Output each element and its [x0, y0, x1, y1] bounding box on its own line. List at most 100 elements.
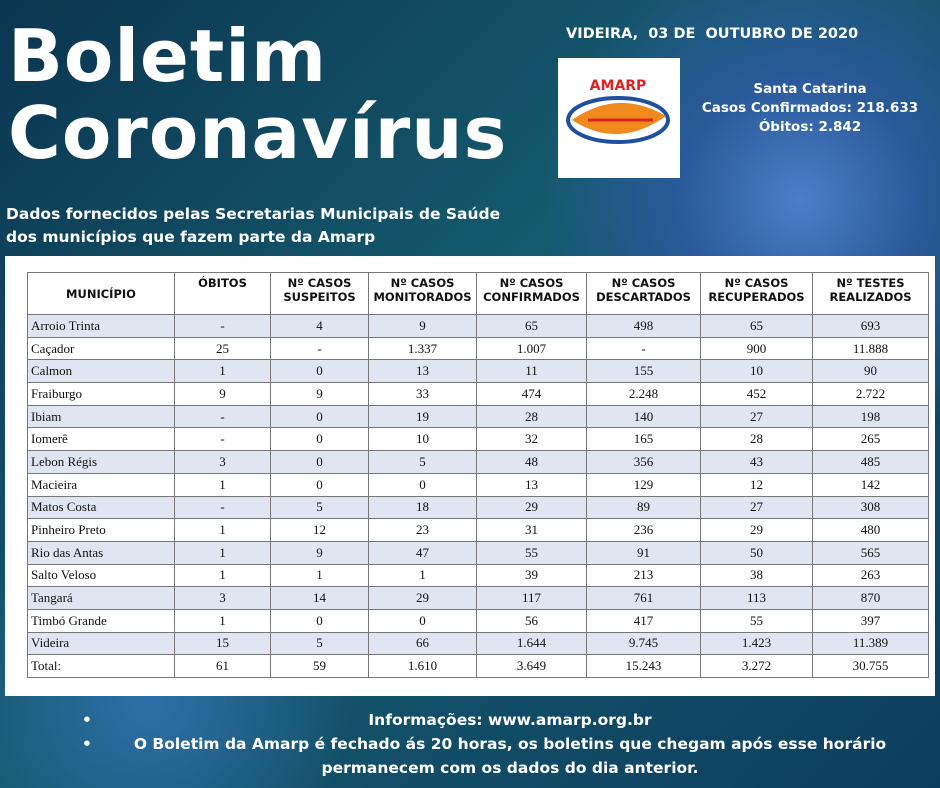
cell: 1 — [270, 563, 369, 588]
cell: 1.337 — [368, 336, 477, 361]
cell: 31 — [476, 518, 587, 542]
column-header: Nº CASOS DESCARTADOS — [586, 272, 701, 315]
column-header: ÓBITOS — [174, 272, 271, 315]
cell: 113 — [700, 586, 813, 610]
cell: 0 — [270, 404, 369, 429]
cell: 3.649 — [476, 654, 587, 678]
cell: 1 — [174, 359, 271, 384]
title-line: Boletim — [8, 14, 327, 98]
cell: 23 — [368, 518, 477, 542]
bullet: • — [82, 711, 92, 729]
cell: 1 — [368, 563, 477, 588]
table-row: Fraiburgo 9 9 33 474 2.248 452 2.722 — [27, 382, 929, 406]
cell: 15 — [174, 631, 271, 656]
cell: 59 — [270, 654, 369, 678]
cell: 165 — [586, 427, 701, 452]
table-row: Iomerê -0 10 32 165 28 265 — [27, 427, 929, 452]
table-row: Caçador 25-1.337 1.007-900 11.888 — [27, 336, 929, 361]
cell: - — [174, 495, 271, 520]
cell: Pinheiro Preto — [27, 518, 175, 542]
date: VIDEIRA, 03 DE OUTUBRO DE 2020 — [566, 26, 859, 42]
cell: 1 — [174, 608, 271, 633]
cell: Macieira — [27, 472, 175, 497]
column-header: Nº CASOS SUSPEITOS — [270, 272, 369, 315]
cell: 0 — [270, 608, 369, 633]
cell: 1 — [174, 472, 271, 497]
cell: 47 — [368, 540, 477, 565]
column-header: Nº CASOS CONFIRMADOS — [476, 272, 587, 315]
cell: 2.248 — [586, 382, 701, 406]
subtitle-line: Dados fornecidos pelas Secretarias Munic… — [6, 205, 501, 223]
cell: 55 — [700, 608, 813, 633]
table: MUNICÍPIO ÓBITOS Nº CASOS SUSPEITOS Nº CASOS… — [27, 272, 929, 678]
cell: 308 — [812, 495, 929, 520]
cell: 213 — [586, 563, 701, 588]
cell: 117 — [476, 586, 587, 610]
cell: 565 — [812, 540, 929, 565]
table-row: Videira 15 5 66 1.644 9.745 1.423 11.389 — [27, 631, 929, 656]
cell: 417 — [586, 608, 701, 633]
header-line: RECUPERADOS — [708, 290, 805, 304]
cell: Fraiburgo — [27, 382, 175, 406]
table-panel: MUNICÍPIO ÓBITOS Nº CASOS SUSPEITOS Nº CASOS… — [5, 256, 935, 696]
header-row: MUNICÍPIO ÓBITOS Nº CASOS SUSPEITOS Nº CASOS… — [27, 272, 929, 315]
cell: 0 — [368, 472, 477, 497]
cell: 263 — [812, 563, 929, 588]
cell: 2.722 — [812, 382, 929, 406]
title-line: Coronavírus — [8, 91, 508, 175]
cell: 5 — [368, 450, 477, 474]
cell: 9.745 — [586, 631, 701, 656]
column-header: Nº CASOS RECUPERADOS — [700, 272, 813, 315]
cell: 397 — [812, 608, 929, 633]
footer-text: O Boletim da Amarp é fechado ás 20 horas… — [133, 735, 887, 777]
cell: 693 — [812, 314, 929, 338]
cell: 11 — [476, 359, 587, 384]
footer: • Informações: www.amarp.org.br • O Boletim… — [0, 708, 940, 780]
cell: 27 — [700, 404, 813, 429]
table-row: Calmon 1 0 13 11 155 10 90 — [27, 359, 929, 384]
cell: 9 — [270, 382, 369, 406]
header-line: MUNICÍPIO — [66, 286, 136, 301]
cell: 9 — [270, 540, 369, 565]
table-row: Ibiam -0 19 28 140 27 198 — [27, 404, 929, 429]
cell: Total: — [27, 654, 175, 678]
cell: 19 — [368, 404, 477, 429]
table-row: Pinheiro Preto 1 12 23 31 236 29 480 — [27, 518, 929, 542]
cell: 1 — [174, 540, 271, 565]
cell: 65 — [700, 314, 813, 338]
cell: - — [174, 427, 271, 452]
logo-art: AMARP — [566, 78, 670, 144]
cell: 66 — [368, 631, 477, 656]
cell: 28 — [700, 427, 813, 452]
cell: - — [174, 404, 271, 429]
cell: 3 — [174, 586, 271, 610]
state-line: Santa Catarina — [753, 81, 867, 97]
subtitle: Dados fornecidos pelas Secretarias Munic… — [6, 203, 500, 249]
cell: Arroio Trinta — [27, 314, 175, 338]
cell: 1.610 — [368, 654, 477, 678]
header-line: DESCARTADOS — [596, 290, 691, 304]
cell: - — [586, 336, 701, 361]
cell: 55 — [476, 540, 587, 565]
header-line: REALIZADOS — [829, 290, 912, 304]
cell: 0 — [368, 608, 477, 633]
state-line: Óbitos: 2.842 — [758, 119, 862, 135]
cell: Timbó Grande — [27, 608, 175, 633]
table-row: Macieira 1 0 0 13 129 12 142 — [27, 472, 929, 497]
cell: 900 — [700, 336, 813, 361]
cell: 480 — [812, 518, 929, 542]
table-row: Lebon Régis 3 0 5 48 356 43 485 — [27, 450, 929, 474]
state-line: Casos Confirmados: 218.633 — [701, 100, 919, 116]
cell: 198 — [812, 404, 929, 429]
cell: 498 — [586, 314, 701, 338]
cell: 142 — [812, 472, 929, 497]
cell: 14 — [270, 586, 369, 610]
cell: Videira — [27, 631, 175, 656]
cell: 91 — [586, 540, 701, 565]
cell: 18 — [368, 495, 477, 520]
column-header: MUNICÍPIO — [27, 272, 175, 315]
cell: 10 — [368, 427, 477, 452]
cell: 38 — [700, 563, 813, 588]
cell: 4 — [270, 314, 369, 338]
